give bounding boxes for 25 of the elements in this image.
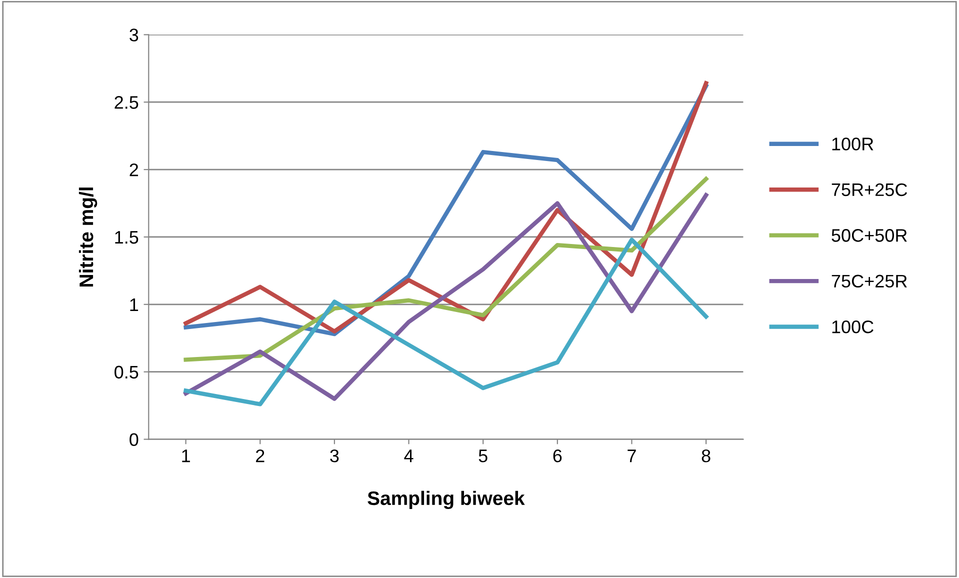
y-tick-label: 0 <box>130 433 138 446</box>
line-series <box>184 193 708 401</box>
y-tick-label: 0.5 <box>114 366 138 379</box>
x-tick-label: 2 <box>256 449 264 462</box>
legend-label: 100C <box>832 320 874 334</box>
y-tick-label: 3 <box>130 28 138 42</box>
line-series <box>184 238 708 406</box>
y-tick-label: 1.5 <box>115 231 138 244</box>
y-axis-title: Nitrite mg/l <box>78 188 98 286</box>
legend-label: 100R <box>832 138 874 150</box>
y-tick-label: 2.5 <box>114 96 138 109</box>
y-tick-label: 2 <box>130 163 138 176</box>
x-tick-label: 1 <box>182 450 190 462</box>
legend-label: 75R+25C <box>832 183 908 196</box>
legend-label: 50C+50R <box>832 229 907 242</box>
x-tick-label: 5 <box>478 450 488 462</box>
x-axis-title: Sampling biweek <box>368 490 525 510</box>
x-tick-label: 7 <box>628 450 636 462</box>
x-tick-label: 6 <box>553 449 562 462</box>
y-tick-label: 1 <box>130 298 138 311</box>
line-series <box>184 176 708 362</box>
x-tick-label: 3 <box>330 449 339 462</box>
legend-label: 75C+25R <box>832 274 907 288</box>
x-tick-label: 8 <box>702 449 710 462</box>
x-tick-label: 4 <box>404 450 414 462</box>
